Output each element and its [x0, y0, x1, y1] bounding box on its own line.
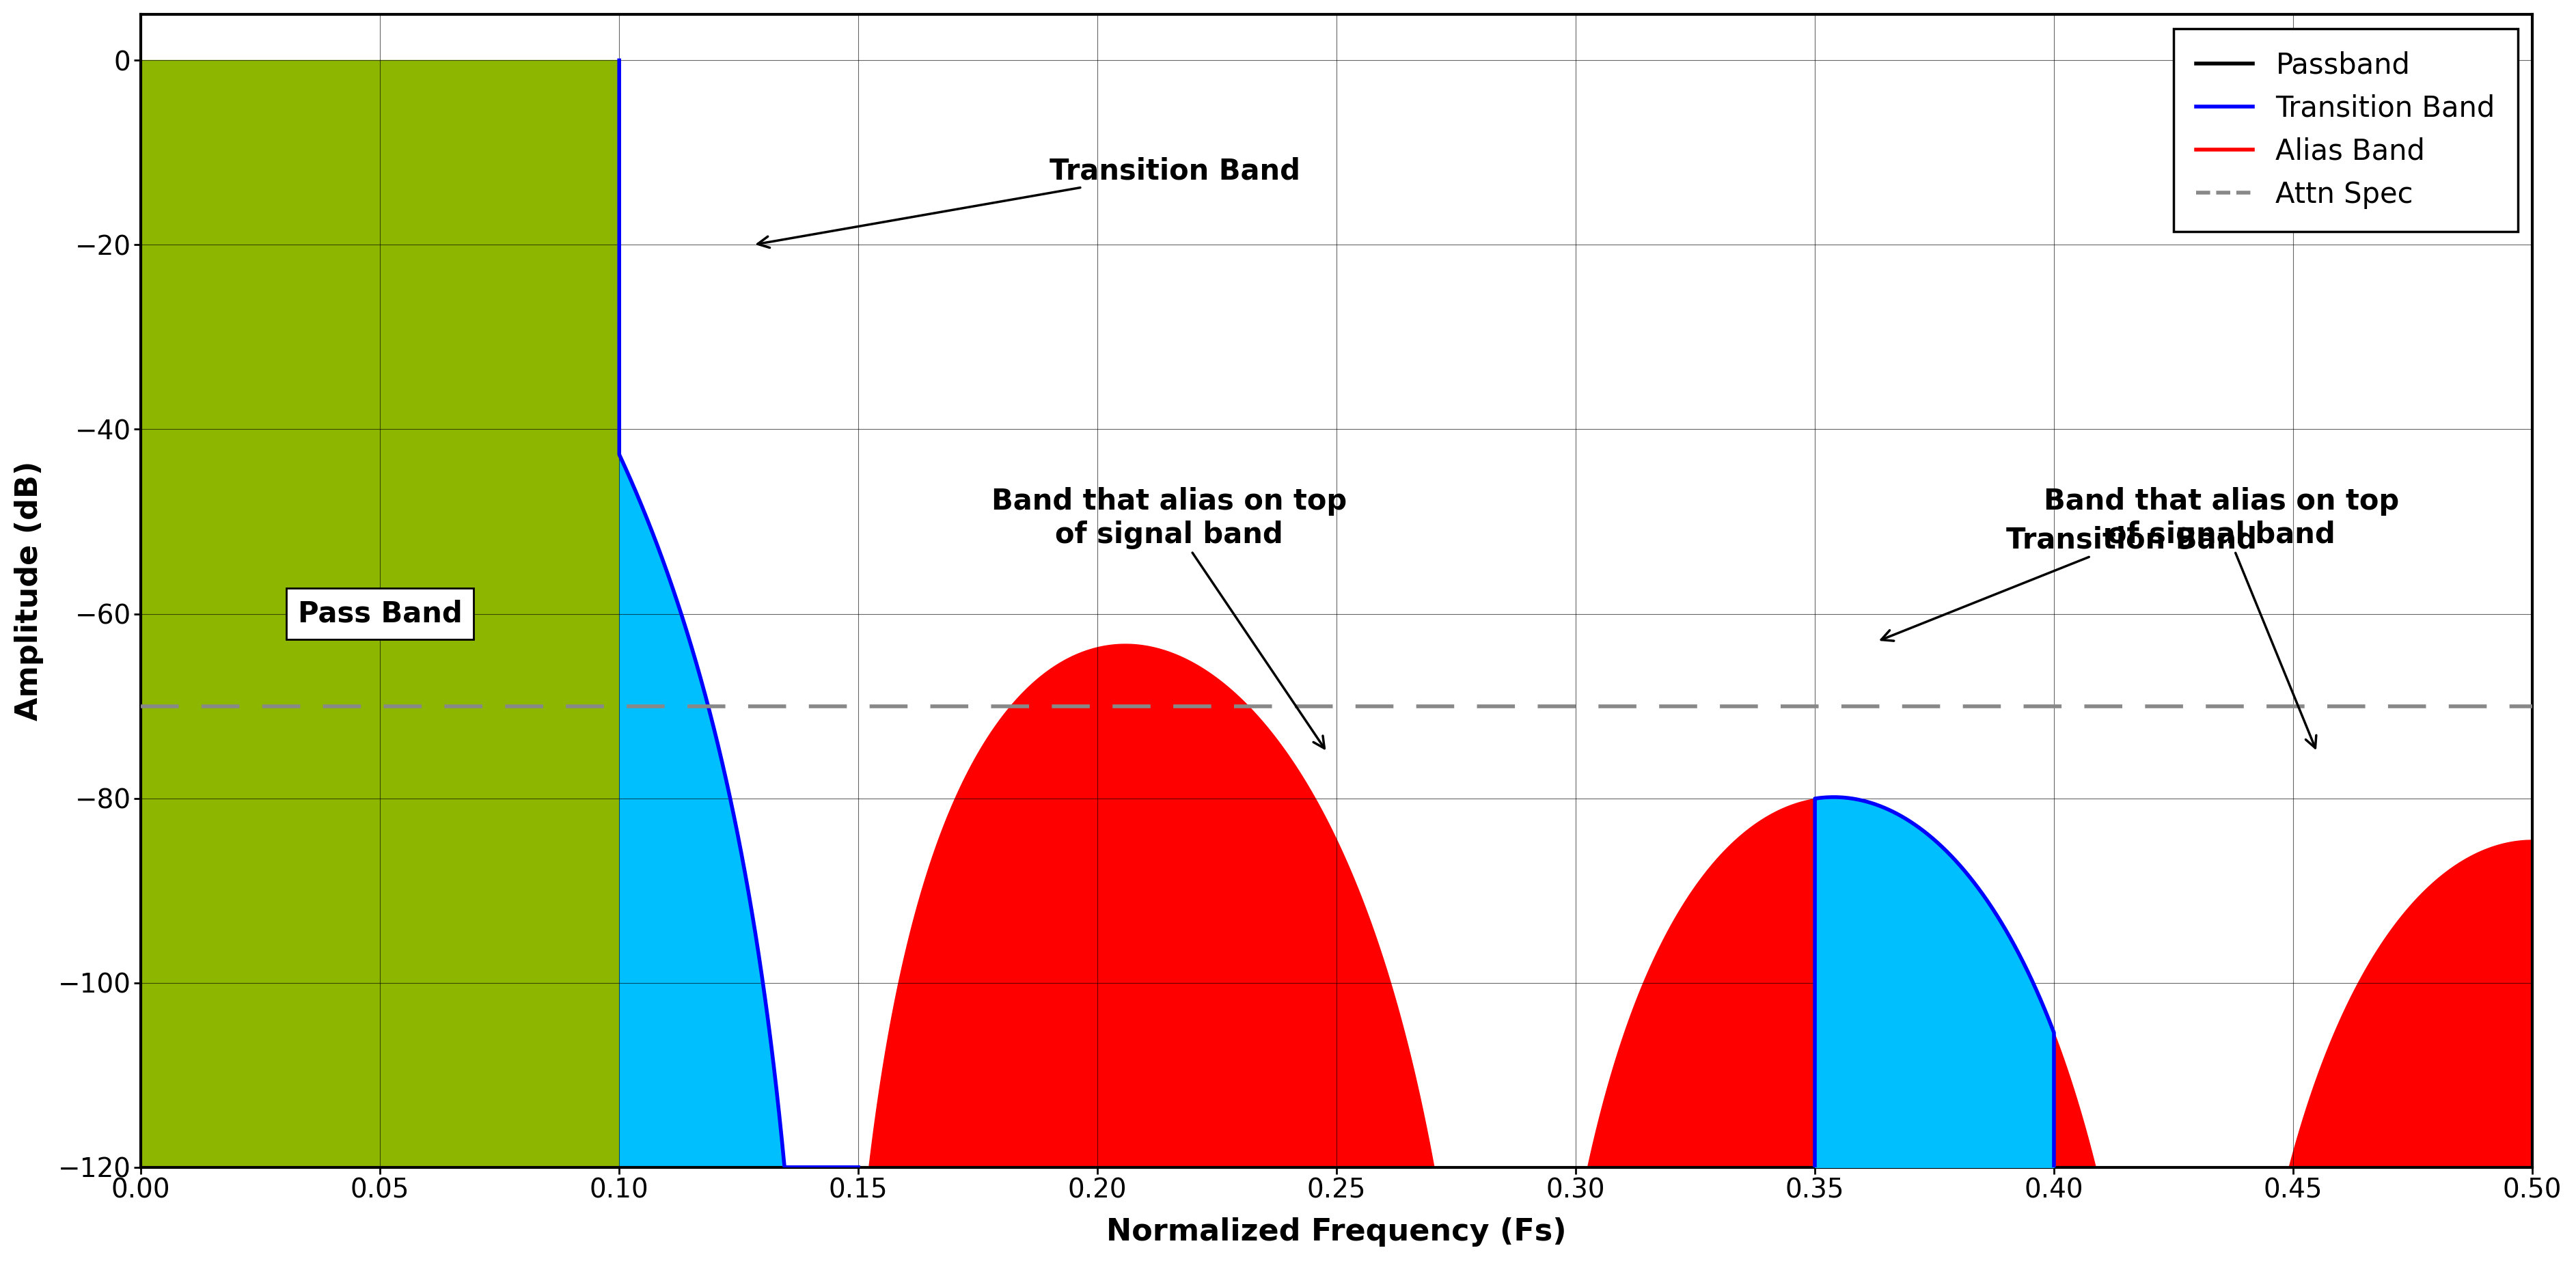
Text: Band that alias on top
of signal band: Band that alias on top of signal band	[2043, 487, 2398, 748]
Text: Transition Band: Transition Band	[757, 156, 1301, 247]
Text: Pass Band: Pass Band	[299, 599, 461, 628]
Y-axis label: Amplitude (dB): Amplitude (dB)	[15, 460, 44, 720]
Legend: Passband, Transition Band, Alias Band, Attn Spec: Passband, Transition Band, Alias Band, A…	[2174, 29, 2517, 232]
Text: Band that alias on top
of signal band: Band that alias on top of signal band	[992, 487, 1347, 748]
Text: Transition Band: Transition Band	[1880, 526, 2257, 641]
X-axis label: Normalized Frequency (Fs): Normalized Frequency (Fs)	[1108, 1217, 1566, 1247]
